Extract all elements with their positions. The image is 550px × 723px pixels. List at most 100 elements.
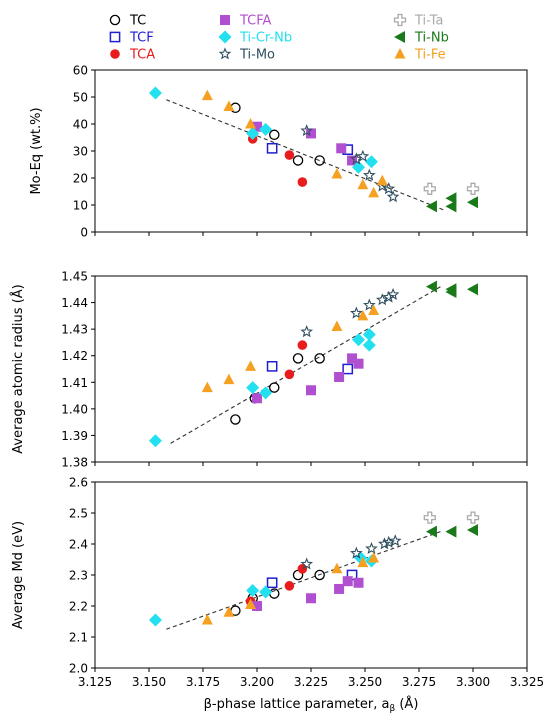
data-point-ti-mo — [300, 325, 314, 338]
data-point-ti-mo — [300, 124, 314, 137]
x-axis-label: β-phase lattice parameter, aβ (Å) — [204, 696, 419, 714]
data-point-ti-ta — [466, 182, 480, 195]
data-point-ti-cr-nb — [246, 584, 260, 597]
data-point-ti-fe — [331, 562, 343, 574]
data-point-ti-fe — [201, 613, 213, 625]
data-point-ti-ta — [466, 511, 480, 524]
panel-2: 1.38 1.39 1.40 1.41 1.42 1.43 1.44 1.45 Average … — [10, 270, 528, 470]
y-tick-label: 1.45 — [61, 270, 88, 284]
series-tca — [284, 340, 308, 380]
data-point-ti-cr-nb — [364, 155, 378, 169]
series-ti-mo — [300, 124, 400, 203]
legend-label-ti-fe: Ti-Fe — [414, 48, 446, 63]
data-point-ti-mo — [382, 290, 396, 303]
y-tick-label: 2.5 — [69, 507, 88, 521]
legend-label-ti-ta: Ti-Ta — [414, 14, 443, 29]
data-point-ti-fe — [357, 556, 369, 568]
legend-entry-tcf: TCF — [109, 31, 154, 46]
data-point-ti-cr-nb — [352, 333, 366, 347]
plot-frame — [94, 275, 528, 463]
y-axis-label: Mo-Eq (wt.%) — [29, 107, 44, 194]
legend-entry-ti-mo: Ti-Mo — [218, 47, 275, 63]
data-point-tcfa — [347, 353, 358, 364]
data-point-tcfa — [353, 577, 364, 588]
legend-entry-tc: TC — [109, 14, 146, 29]
x-tick-label: 3.250 — [348, 675, 382, 689]
data-point-tca — [297, 340, 308, 350]
x-tick-label: 3.125 — [78, 675, 112, 689]
data-point-tca — [297, 177, 308, 187]
data-point-tcf — [266, 360, 278, 372]
data-point-ti-cr-nb — [259, 122, 273, 136]
trend-line — [166, 99, 446, 211]
series-tc — [230, 569, 325, 616]
y-tick-label: 60 — [73, 64, 88, 78]
data-point-ti-nb — [467, 283, 478, 296]
series-ti-ta — [423, 182, 480, 195]
series-tcf — [266, 360, 354, 375]
plot-frame — [94, 481, 528, 669]
data-point-ti-mo — [356, 149, 370, 162]
legend-entry-ti-ta: Ti-Ta — [393, 13, 443, 29]
x-tick-label: 3.200 — [240, 675, 274, 689]
data-point-tcfa — [342, 576, 353, 587]
data-point-tc — [269, 129, 280, 141]
legend-marker-ti-fe — [394, 48, 406, 59]
legend-marker-tc — [109, 14, 121, 26]
data-point-ti-nb — [425, 280, 437, 293]
y-tick-label: 1.42 — [61, 349, 88, 363]
data-point-tcfa — [334, 371, 345, 382]
series-ti-mo — [300, 534, 402, 570]
data-point-ti-mo — [382, 182, 396, 195]
data-point-ti-mo — [388, 534, 402, 547]
data-point-ti-fe — [331, 167, 343, 179]
data-point-tcfa — [334, 583, 345, 594]
data-point-ti-fe — [201, 381, 213, 393]
panel-3: 2.0 2.1 2.2 2.3 2.4 2.5 2.6 3.125 3.150 3.175 3.20… — [11, 476, 544, 715]
data-point-ti-mo — [365, 541, 378, 555]
y-tick-label: 1.38 — [61, 456, 88, 470]
data-point-tca — [284, 150, 295, 160]
legend-label-tcfa: TCFA — [239, 14, 272, 29]
legend-entry-tcfa: TCFA — [220, 14, 272, 29]
data-point-ti-fe — [245, 360, 257, 371]
data-point-tc — [314, 155, 325, 166]
data-point-ti-mo — [378, 537, 391, 550]
data-point-ti-fe — [368, 304, 380, 316]
y-tick-label: 1.43 — [61, 323, 88, 337]
data-point-ti-fe — [331, 320, 343, 331]
data-point-ti-mo — [362, 168, 376, 181]
y-tick-label: 0 — [80, 226, 88, 240]
data-point-ti-cr-nb — [259, 386, 273, 400]
data-point-ti-fe — [245, 598, 257, 609]
data-point-ti-fe — [201, 89, 213, 101]
data-point-tcfa — [306, 593, 316, 604]
series-ti-fe — [201, 304, 380, 393]
legend-label-tcf: TCF — [129, 31, 154, 46]
data-point-ti-nb — [467, 524, 478, 537]
data-point-tcfa — [252, 393, 262, 404]
data-point-ti-cr-nb — [148, 434, 162, 448]
x-tick-label: 3.225 — [294, 675, 328, 689]
panels: 0 10 20 30 40 50 60 Mo-Eq (wt.%) 1.38 1.39 1.40 1.4… — [10, 64, 544, 715]
y-tick-label: 1.39 — [61, 429, 88, 443]
trend-line — [170, 286, 441, 444]
data-point-ti-fe — [245, 118, 257, 129]
y-tick-label: 2.4 — [69, 538, 88, 552]
y-axis-label: Average atomic radius (Å) — [10, 284, 26, 453]
y-tick-label: 2.2 — [69, 600, 88, 614]
series-tcfa — [252, 353, 364, 404]
data-point-tca — [284, 369, 295, 380]
y-tick-label: 2.1 — [69, 631, 88, 645]
legend-marker-ti-ta — [393, 13, 407, 27]
data-point-tca — [284, 581, 295, 591]
data-point-ti-fe — [368, 186, 380, 198]
y-tick-label: 30 — [73, 145, 88, 159]
data-point-ti-nb — [445, 525, 457, 538]
data-point-ti-fe — [368, 551, 380, 563]
legend-marker-ti-nb — [394, 31, 405, 43]
data-point-tc — [314, 353, 325, 364]
series-ti-cr-nb — [148, 86, 378, 174]
data-point-ti-nb — [445, 192, 457, 205]
legend-label-ti-nb: Ti-Nb — [414, 31, 449, 46]
